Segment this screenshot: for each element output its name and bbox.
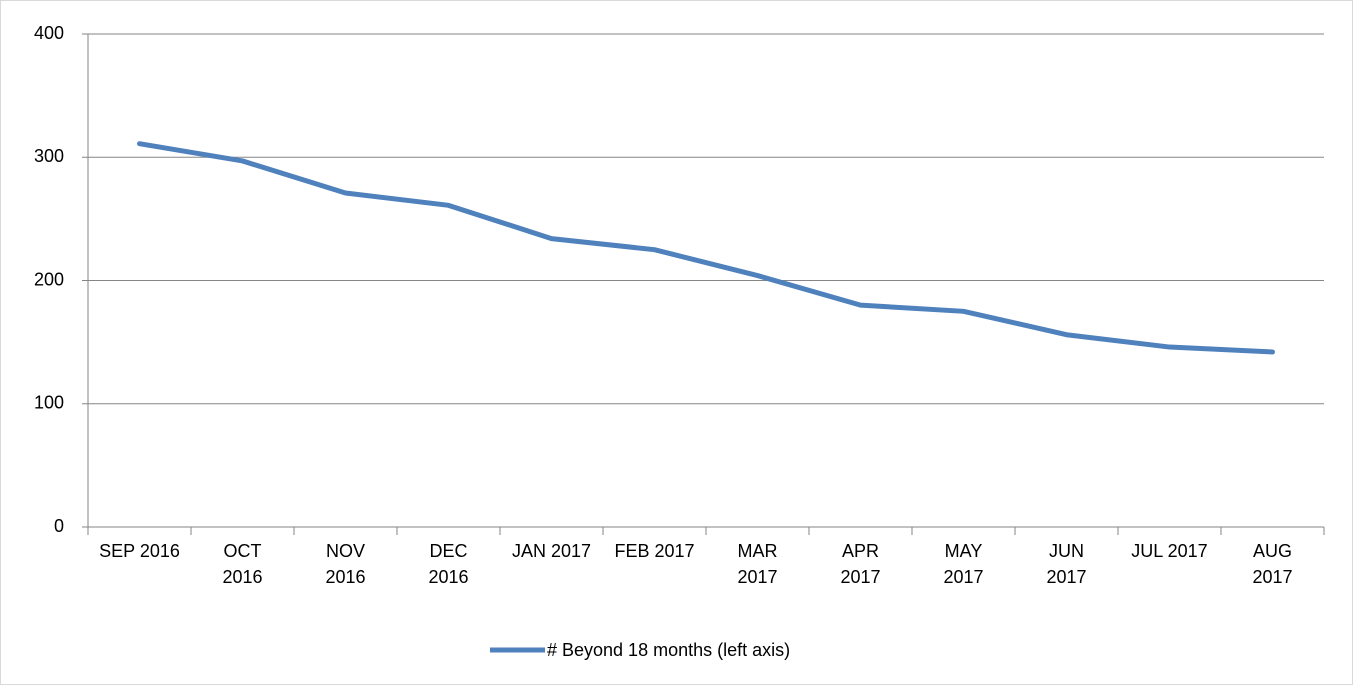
x-tick-label: FEB 2017 <box>614 541 695 561</box>
data-line <box>137 141 1275 355</box>
x-tick-label: MAY 2017 <box>943 541 984 587</box>
x-tick-label: DEC 2016 <box>428 541 469 587</box>
y-tick-label: 300 <box>34 146 64 166</box>
x-tick-label: NOV 2016 <box>325 541 366 587</box>
legend-label: # Beyond 18 months (left axis) <box>547 640 790 660</box>
y-tick-label: 100 <box>34 393 64 413</box>
x-tick-label: OCT 2016 <box>222 541 263 587</box>
y-tick-label: 400 <box>34 23 64 43</box>
x-tick-label: SEP 2016 <box>99 541 180 561</box>
y-tick-label: 0 <box>54 516 64 536</box>
x-tick-label: JAN 2017 <box>511 541 592 561</box>
x-tick-label: MAR 2017 <box>737 541 778 587</box>
x-tick-label: AUG 2017 <box>1252 541 1293 587</box>
x-tick-label: JUN 2017 <box>1046 541 1087 587</box>
y-tick-label: 200 <box>34 269 64 289</box>
x-tick-label: JUL 2017 <box>1131 541 1208 561</box>
x-tick-label: APR 2017 <box>840 541 881 587</box>
